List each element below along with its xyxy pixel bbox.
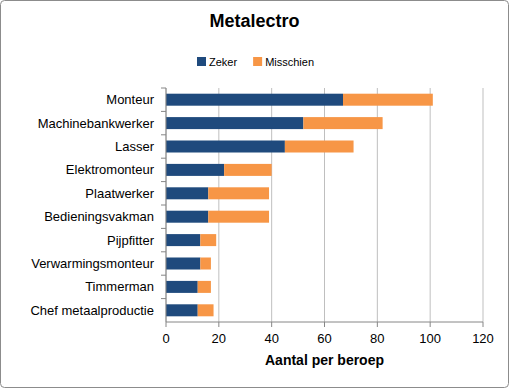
category-tick — [161, 251, 166, 252]
grid-line — [166, 88, 167, 322]
bar — [166, 211, 208, 223]
category-label: Machinebankwerker — [38, 116, 155, 131]
tick-label: 20 — [212, 331, 226, 346]
x-axis — [166, 322, 483, 323]
legend-swatch — [253, 57, 262, 66]
legend-label: Misschien — [265, 56, 314, 68]
bar — [166, 304, 198, 316]
category-label: Elektromonteur — [66, 162, 155, 177]
category-label: Plaatwerker — [85, 186, 154, 201]
bar — [208, 187, 269, 199]
category-label: Verwarmingsmonteur — [31, 256, 154, 271]
category-tick — [161, 158, 166, 159]
bar — [166, 117, 303, 129]
tick-mark — [377, 322, 378, 327]
category-label: Monteur — [106, 92, 154, 107]
category-label: Lasser — [115, 139, 155, 154]
bar — [198, 304, 214, 316]
bars — [166, 94, 433, 317]
bar — [208, 211, 269, 223]
tick-mark — [483, 322, 484, 327]
tick-label: 100 — [419, 331, 441, 346]
category-tick — [161, 134, 166, 135]
tick-mark — [166, 322, 167, 327]
bar — [285, 141, 354, 153]
bar — [166, 258, 200, 270]
category-tick — [161, 205, 166, 206]
axis-title: Aantal per beroep — [265, 352, 384, 368]
bar — [166, 94, 343, 106]
legend-swatch — [197, 57, 206, 66]
category-tick — [161, 298, 166, 299]
tick-mark — [271, 322, 272, 327]
chart: Metalectro Zeker Misschien 0 20 40 60 80 100 120 M… — [0, 0, 509, 388]
y-axis — [166, 88, 167, 322]
tick-label: 40 — [264, 331, 278, 346]
bar — [166, 164, 224, 176]
category-label: Timmerman — [85, 279, 154, 294]
category-tick — [161, 181, 166, 182]
grid-line — [483, 88, 484, 322]
category-tick — [161, 111, 166, 112]
bar — [303, 117, 382, 129]
tick-mark — [218, 322, 219, 327]
bar — [166, 234, 200, 246]
category-label: Bedieningsvakman — [44, 209, 154, 224]
tick-label: 0 — [162, 331, 169, 346]
tick-mark — [430, 322, 431, 327]
category-tick — [161, 275, 166, 276]
tick-label: 80 — [370, 331, 384, 346]
category-tick — [161, 88, 166, 89]
bar — [166, 187, 208, 199]
category-label: Pijpfitter — [107, 233, 155, 248]
bar — [166, 141, 285, 153]
bar — [198, 281, 211, 293]
tick-label: 60 — [317, 331, 331, 346]
category-tick — [161, 228, 166, 229]
bar — [224, 164, 272, 176]
category-label: Chef metaalproductie — [30, 303, 154, 318]
legend-label: Zeker — [209, 56, 237, 68]
grid-line — [430, 88, 431, 322]
bar — [200, 234, 216, 246]
tick-label: 120 — [472, 331, 494, 346]
chart-frame — [1, 1, 509, 388]
bar — [166, 281, 198, 293]
tick-mark — [324, 322, 325, 327]
bar — [200, 258, 211, 270]
bar — [343, 94, 433, 106]
title: Metalectro — [209, 11, 299, 31]
